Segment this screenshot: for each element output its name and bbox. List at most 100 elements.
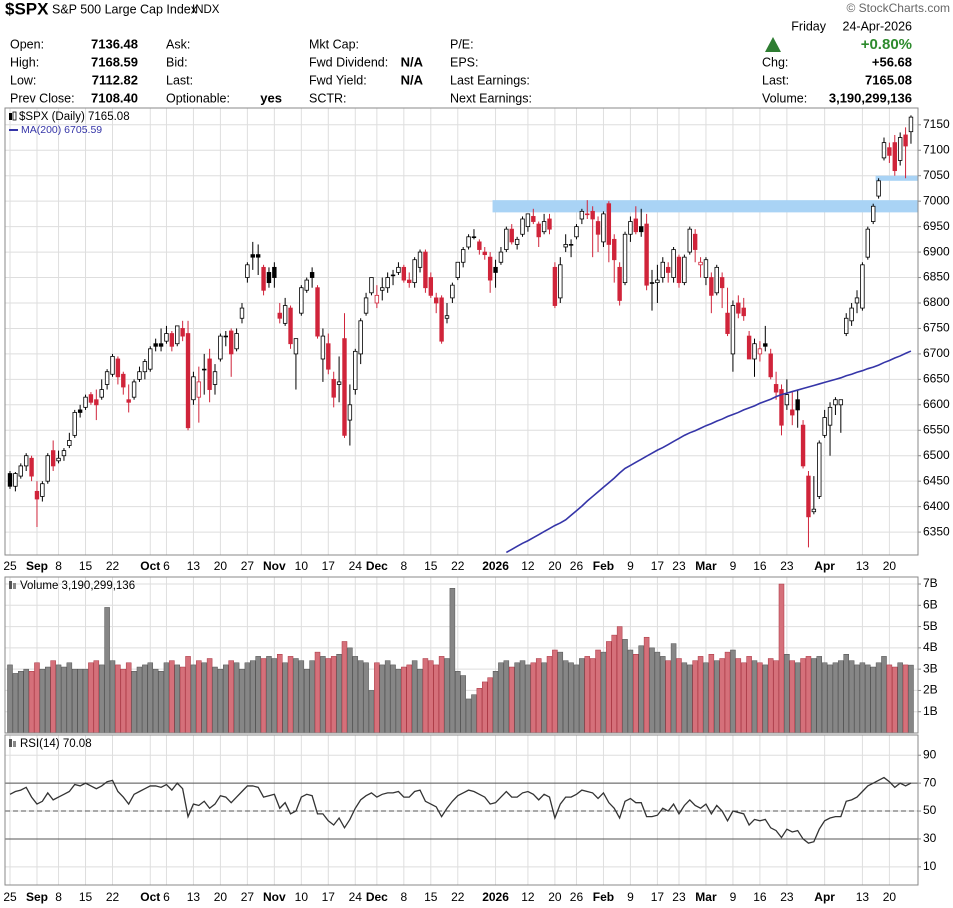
candle-body [514,238,520,245]
field-label: Bid: [166,55,188,69]
candle-body [385,277,390,289]
candle-body [768,353,773,378]
volume-bar [681,662,688,733]
volume-bar [320,656,326,733]
volume-bar [298,660,305,733]
volume-bar [293,658,299,733]
volume-bar [277,654,283,733]
volume-bar [897,662,903,733]
volume-bar [816,656,822,733]
y-tick-label: 10 [923,859,937,873]
x-tick-label: 2026 [482,559,509,573]
candle-body [153,343,158,347]
field-value: 7108.40 [91,90,138,105]
y-tick-label: 6450 [923,473,950,487]
volume-bar [713,660,720,733]
volume-bar [492,671,499,733]
candle-body [67,440,72,446]
candle-body [115,358,121,378]
volume-bar [875,662,882,733]
x-tick-label: 22 [106,890,120,904]
candle-body [180,328,185,337]
volume-bar [552,649,558,733]
x-tick-label: Oct [140,559,160,573]
candle-body [579,210,585,220]
x-tick-label: 23 [780,890,794,904]
field-label: Last: [762,73,789,87]
candle-body [428,277,434,296]
candle-body [536,223,541,238]
legend-label: MA(200) 6705.59 [21,124,102,136]
candle-body [34,490,40,500]
volume-bar [23,668,29,733]
candle-body [202,368,207,371]
volume-bar [255,656,261,733]
y-tick-label: 6550 [923,422,950,436]
candle-body [131,381,137,398]
volume-bar [460,675,466,733]
candle-body [746,335,752,360]
volume-bar [201,662,207,733]
candle-body [331,378,336,398]
candle-body [175,325,180,345]
volume-bar [185,656,191,733]
panel [5,577,918,733]
volume-bar [519,660,526,733]
x-tick-label: 10 [295,890,309,904]
volume-bar [136,666,143,733]
candle-body [407,279,412,284]
candle-body [795,399,800,411]
x-tick-label: 27 [241,890,255,904]
volume-bar [789,660,796,733]
volume-bar [104,607,110,733]
candle-body [239,307,245,319]
volume-bar [142,664,148,733]
candle-body [50,450,56,467]
x-tick-label: 15 [79,890,93,904]
candle-body [844,317,849,334]
candle-body [649,282,655,284]
candle-body [779,389,784,426]
candle-body [590,210,595,220]
volume-bar [611,634,617,733]
candle-body [617,266,622,301]
field-value: 7112.82 [92,72,138,87]
x-tick-label: 17 [322,890,336,904]
volume-bar [179,666,186,733]
y-tick-label: 4B [923,640,938,654]
field-label: Mkt Cap: [309,37,359,51]
volume-bar [152,668,159,733]
volume-bar [266,656,272,733]
volume-bar [217,668,224,733]
x-tick-label: 20 [214,559,228,573]
volume-bar [811,658,817,733]
candle-body [790,409,795,416]
volume-bar [498,662,504,733]
volume-bar [606,641,612,733]
candle-body [460,249,466,263]
volume-bar [708,654,715,733]
candle-body [272,266,277,278]
volume-bar [476,688,483,733]
candle-body [865,228,871,258]
candle-body [838,399,844,406]
volume-bar [428,660,434,733]
x-tick-label: Sep [26,890,48,904]
candle-body [255,254,261,258]
x-tick-label: Dec [366,559,388,573]
candle-body [121,373,126,388]
candle-body [568,244,574,246]
volume-bar [838,660,844,733]
x-tick-label: 20 [214,890,228,904]
volume-bar [18,671,24,733]
candle-body [77,409,83,413]
y-tick-label: 7000 [923,193,950,207]
candle-body [212,371,218,385]
candle-body [757,348,763,355]
x-tick-label: Oct [140,890,160,904]
volume-bar [363,662,369,733]
field-value: yes [260,90,282,105]
candle-body [282,305,288,324]
candle-body [541,221,547,233]
volume-bar [557,651,564,733]
